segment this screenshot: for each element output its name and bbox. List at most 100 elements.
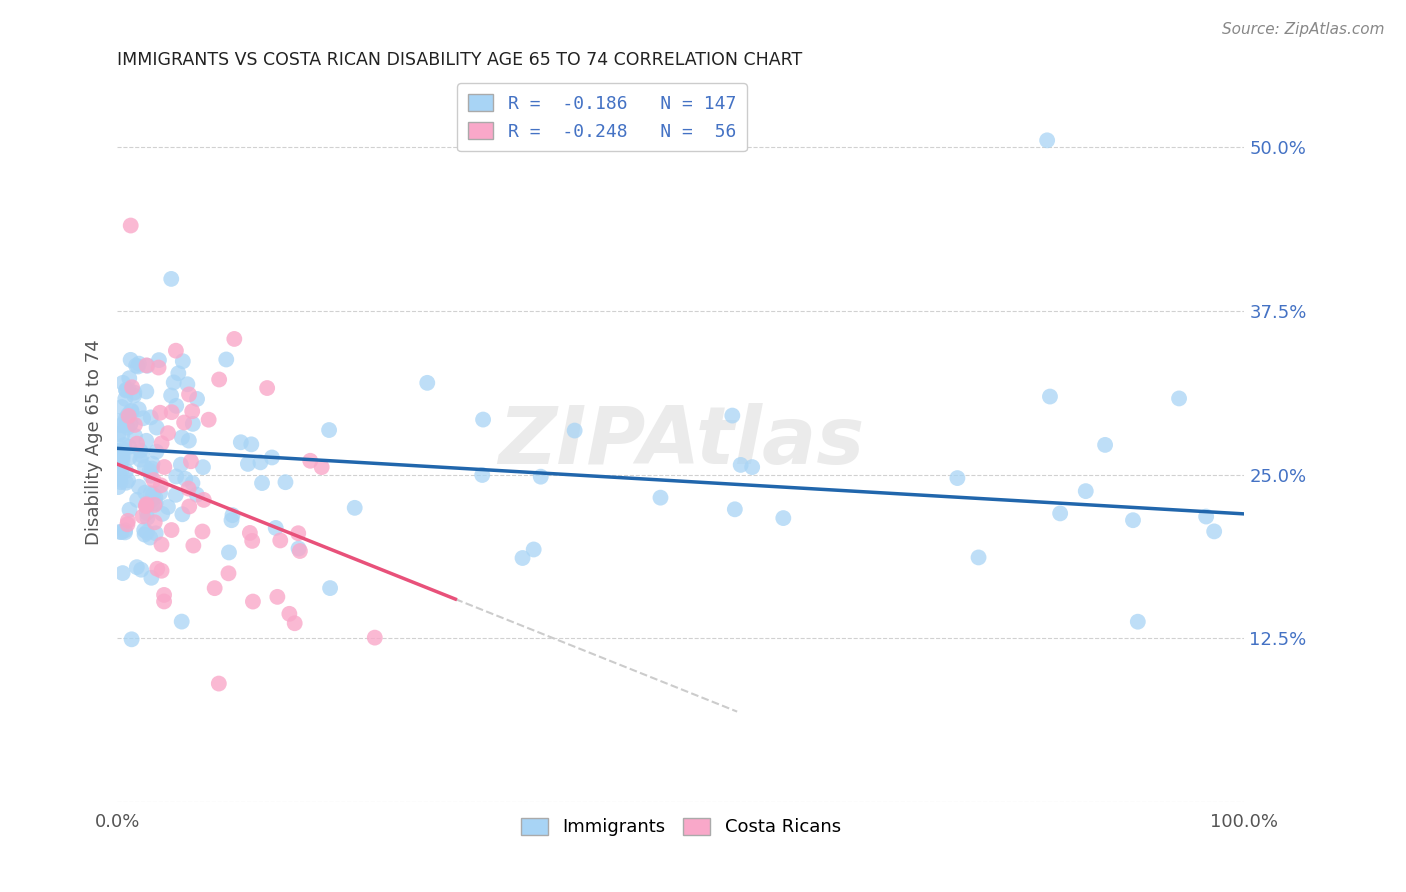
- Point: [111, 442, 134, 457]
- Point: [120, 219, 142, 233]
- Point: [114, 418, 136, 433]
- Point: [110, 525, 132, 540]
- Point: [319, 581, 342, 595]
- Point: [117, 408, 139, 422]
- Point: [471, 467, 494, 482]
- Point: [145, 491, 167, 505]
- Point: [115, 411, 138, 425]
- Point: [136, 359, 159, 373]
- Point: [136, 510, 159, 524]
- Point: [260, 450, 283, 465]
- Point: [530, 469, 553, 483]
- Point: [129, 452, 152, 467]
- Point: [143, 516, 166, 530]
- Point: [278, 607, 301, 621]
- Point: [236, 457, 259, 471]
- Point: [287, 541, 309, 556]
- Point: [135, 499, 157, 513]
- Point: [141, 457, 163, 471]
- Point: [139, 495, 162, 509]
- Point: [967, 550, 990, 565]
- Point: [139, 531, 162, 545]
- Point: [115, 475, 138, 490]
- Point: [122, 388, 145, 402]
- Point: [221, 508, 243, 523]
- Point: [146, 562, 169, 576]
- Point: [208, 676, 231, 690]
- Point: [143, 498, 166, 512]
- Point: [156, 500, 179, 514]
- Point: [269, 533, 291, 548]
- Point: [111, 427, 134, 442]
- Point: [240, 437, 263, 451]
- Point: [156, 426, 179, 441]
- Point: [135, 497, 157, 511]
- Point: [523, 542, 546, 557]
- Point: [177, 434, 200, 448]
- Point: [176, 377, 198, 392]
- Point: [135, 525, 157, 540]
- Point: [218, 545, 240, 559]
- Point: [181, 404, 204, 418]
- Point: [165, 399, 187, 413]
- Point: [107, 414, 129, 428]
- Point: [287, 526, 309, 541]
- Point: [125, 436, 148, 450]
- Point: [772, 511, 794, 525]
- Point: [118, 440, 141, 454]
- Point: [145, 444, 167, 458]
- Point: [110, 463, 132, 477]
- Point: [160, 405, 183, 419]
- Point: [118, 409, 141, 423]
- Point: [149, 478, 172, 492]
- Point: [107, 443, 129, 458]
- Point: [183, 539, 205, 553]
- Point: [148, 360, 170, 375]
- Point: [108, 467, 131, 482]
- Point: [149, 406, 172, 420]
- Point: [108, 472, 131, 486]
- Point: [191, 460, 214, 475]
- Point: [177, 387, 200, 401]
- Point: [172, 354, 194, 368]
- Point: [160, 272, 183, 286]
- Legend: Immigrants, Costa Ricans: Immigrants, Costa Ricans: [513, 811, 848, 844]
- Point: [127, 359, 149, 374]
- Point: [120, 416, 142, 430]
- Point: [208, 372, 231, 386]
- Point: [416, 376, 439, 390]
- Point: [170, 430, 193, 444]
- Point: [299, 454, 322, 468]
- Point: [239, 525, 262, 540]
- Point: [264, 521, 287, 535]
- Point: [721, 409, 744, 423]
- Point: [1036, 133, 1059, 147]
- Point: [160, 523, 183, 537]
- Point: [153, 588, 176, 602]
- Point: [150, 436, 173, 450]
- Point: [128, 402, 150, 417]
- Point: [242, 594, 264, 608]
- Point: [135, 499, 157, 513]
- Point: [124, 385, 146, 400]
- Point: [165, 469, 187, 483]
- Point: [117, 383, 139, 397]
- Point: [111, 400, 134, 414]
- Point: [149, 486, 172, 500]
- Point: [221, 513, 243, 527]
- Point: [135, 384, 157, 399]
- Point: [148, 353, 170, 368]
- Point: [173, 416, 195, 430]
- Point: [142, 473, 165, 487]
- Point: [111, 450, 134, 464]
- Point: [124, 417, 146, 432]
- Point: [311, 460, 333, 475]
- Point: [724, 502, 747, 516]
- Point: [139, 468, 162, 483]
- Point: [170, 458, 193, 472]
- Point: [125, 560, 148, 574]
- Point: [318, 423, 340, 437]
- Point: [1204, 524, 1226, 539]
- Point: [134, 527, 156, 541]
- Point: [110, 475, 132, 490]
